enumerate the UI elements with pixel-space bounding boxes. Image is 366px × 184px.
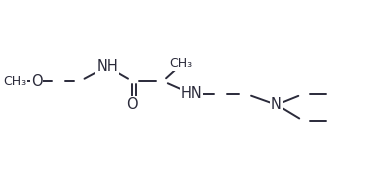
Text: CH₃: CH₃ [4, 75, 27, 88]
Text: CH₃: CH₃ [169, 57, 193, 70]
Text: HN: HN [181, 86, 203, 101]
Text: O: O [31, 74, 43, 89]
Text: N: N [271, 97, 282, 112]
Text: O: O [127, 97, 138, 112]
Text: NH: NH [96, 59, 118, 74]
